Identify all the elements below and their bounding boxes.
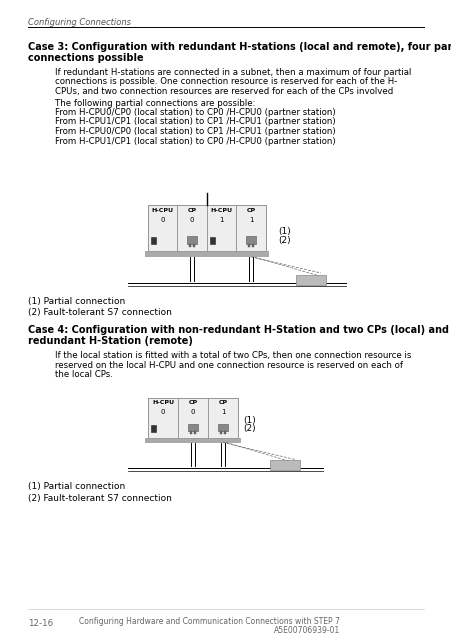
- Text: H-CPU: H-CPU: [210, 208, 232, 213]
- Bar: [269, 460, 299, 470]
- Bar: [178, 397, 207, 438]
- Text: CP: CP: [188, 401, 197, 406]
- Text: If redundant H-stations are connected in a subnet, then a maximum of four partia: If redundant H-stations are connected in…: [55, 68, 410, 77]
- Bar: [187, 236, 197, 244]
- Text: CP: CP: [218, 401, 227, 406]
- Bar: [224, 431, 226, 434]
- Bar: [189, 244, 191, 247]
- Text: (2): (2): [277, 236, 290, 245]
- Bar: [147, 397, 178, 438]
- Bar: [193, 244, 195, 247]
- Text: CP: CP: [246, 208, 255, 213]
- Text: Configuring Hardware and Communication Connections with STEP 7: Configuring Hardware and Communication C…: [79, 617, 339, 626]
- Text: H-CPU: H-CPU: [152, 401, 174, 406]
- Text: (1): (1): [243, 415, 255, 424]
- Bar: [151, 237, 156, 243]
- Bar: [147, 397, 238, 438]
- Text: 0: 0: [161, 410, 165, 415]
- Text: If the local station is fitted with a total of two CPs, then one connection reso: If the local station is fitted with a to…: [55, 351, 410, 360]
- Text: From H-CPU0/CP0 (local station) to CP1 /H-CPU1 (partner station): From H-CPU0/CP0 (local station) to CP1 /…: [55, 127, 335, 136]
- Bar: [207, 205, 236, 251]
- Bar: [252, 244, 253, 247]
- Bar: [147, 205, 265, 251]
- Bar: [177, 205, 207, 251]
- Text: Case 3: Configuration with redundant H-stations (local and remote), four partial: Case 3: Configuration with redundant H-s…: [28, 42, 451, 52]
- Bar: [246, 236, 256, 244]
- Text: 12-16: 12-16: [28, 619, 53, 628]
- Bar: [151, 424, 156, 431]
- Text: (2) Fault-tolerant S7 connection: (2) Fault-tolerant S7 connection: [28, 493, 171, 502]
- Text: CP: CP: [187, 208, 196, 213]
- Text: Configuring Connections: Configuring Connections: [28, 18, 131, 27]
- Text: From H-CPU1/CP1 (local station) to CP0 /H-CPU0 (partner station): From H-CPU1/CP1 (local station) to CP0 /…: [55, 136, 335, 145]
- Text: H-CPU: H-CPU: [152, 208, 174, 213]
- Text: Case 4: Configuration with non-redundant H-Station and two CPs (local) and a: Case 4: Configuration with non-redundant…: [28, 325, 451, 335]
- Bar: [248, 244, 250, 247]
- Bar: [145, 251, 268, 257]
- Bar: [207, 397, 238, 438]
- Bar: [220, 431, 221, 434]
- Bar: [188, 424, 198, 431]
- Text: CPUs, and two connection resources are reserved for each of the CPs involved: CPUs, and two connection resources are r…: [55, 87, 392, 96]
- Text: connections possible: connections possible: [28, 53, 143, 63]
- Bar: [217, 424, 227, 431]
- Text: From H-CPU1/CP1 (local station) to CP1 /H-CPU1 (partner station): From H-CPU1/CP1 (local station) to CP1 /…: [55, 118, 335, 127]
- Text: reserved on the local H-CPU and one connection resource is reserved on each of: reserved on the local H-CPU and one conn…: [55, 360, 402, 369]
- Text: The following partial connections are possible:: The following partial connections are po…: [55, 99, 255, 108]
- Text: (2) Fault-tolerant S7 connection: (2) Fault-tolerant S7 connection: [28, 308, 171, 317]
- Text: (2): (2): [243, 424, 255, 433]
- Text: (1): (1): [277, 227, 290, 236]
- Text: From H-CPU0/CP0 (local station) to CP0 /H-CPU0 (partner station): From H-CPU0/CP0 (local station) to CP0 /…: [55, 108, 335, 117]
- Text: 1: 1: [249, 217, 253, 223]
- Text: A5E00706939-01: A5E00706939-01: [273, 626, 339, 635]
- Text: 1: 1: [219, 217, 224, 223]
- Bar: [189, 431, 192, 434]
- Bar: [193, 431, 196, 434]
- Bar: [236, 205, 265, 251]
- Text: connections is possible. One connection resource is reserved for each of the H-: connections is possible. One connection …: [55, 77, 396, 86]
- Text: 1: 1: [220, 410, 225, 415]
- Text: (1) Partial connection: (1) Partial connection: [28, 483, 125, 492]
- Text: (1) Partial connection: (1) Partial connection: [28, 297, 125, 306]
- Bar: [210, 237, 215, 243]
- Text: 0: 0: [190, 410, 195, 415]
- Bar: [145, 438, 240, 442]
- Text: redundant H-Station (remote): redundant H-Station (remote): [28, 336, 193, 346]
- Text: the local CPs.: the local CPs.: [55, 370, 113, 379]
- Bar: [295, 275, 325, 285]
- Bar: [147, 205, 177, 251]
- Text: 0: 0: [160, 217, 165, 223]
- Text: 0: 0: [189, 217, 194, 223]
